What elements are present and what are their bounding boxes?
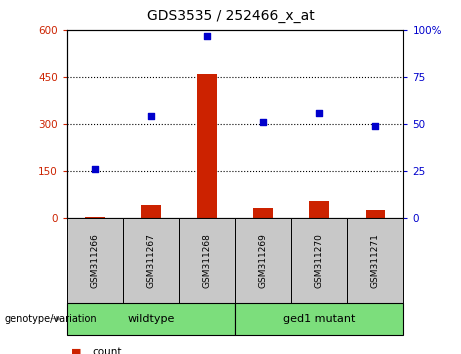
Bar	[309, 200, 329, 218]
Text: GSM311270: GSM311270	[315, 233, 324, 288]
Bar	[179, 218, 235, 303]
Bar	[235, 303, 403, 335]
Text: GSM311271: GSM311271	[371, 233, 380, 288]
Bar	[123, 218, 179, 303]
Bar	[141, 205, 161, 218]
Point	[372, 123, 379, 129]
Bar	[366, 210, 385, 218]
Bar	[235, 218, 291, 303]
Bar	[85, 217, 105, 218]
Text: GDS3535 / 252466_x_at: GDS3535 / 252466_x_at	[147, 9, 314, 23]
Point	[260, 119, 267, 125]
Text: count: count	[92, 347, 122, 354]
Text: genotype/variation: genotype/variation	[5, 314, 97, 324]
Bar	[67, 218, 123, 303]
Bar	[254, 208, 273, 218]
Point	[147, 114, 154, 119]
Text: GSM311266: GSM311266	[90, 233, 100, 288]
Text: GSM311267: GSM311267	[147, 233, 155, 288]
Text: GSM311269: GSM311269	[259, 233, 268, 288]
Text: ■: ■	[71, 347, 82, 354]
Point	[91, 166, 99, 172]
Point	[315, 110, 323, 115]
Text: wildtype: wildtype	[127, 314, 175, 324]
Bar	[67, 303, 235, 335]
Bar	[291, 218, 347, 303]
Point	[203, 33, 211, 39]
Text: GSM311268: GSM311268	[202, 233, 212, 288]
Text: ged1 mutant: ged1 mutant	[283, 314, 355, 324]
Bar	[197, 74, 217, 218]
Bar	[347, 218, 403, 303]
